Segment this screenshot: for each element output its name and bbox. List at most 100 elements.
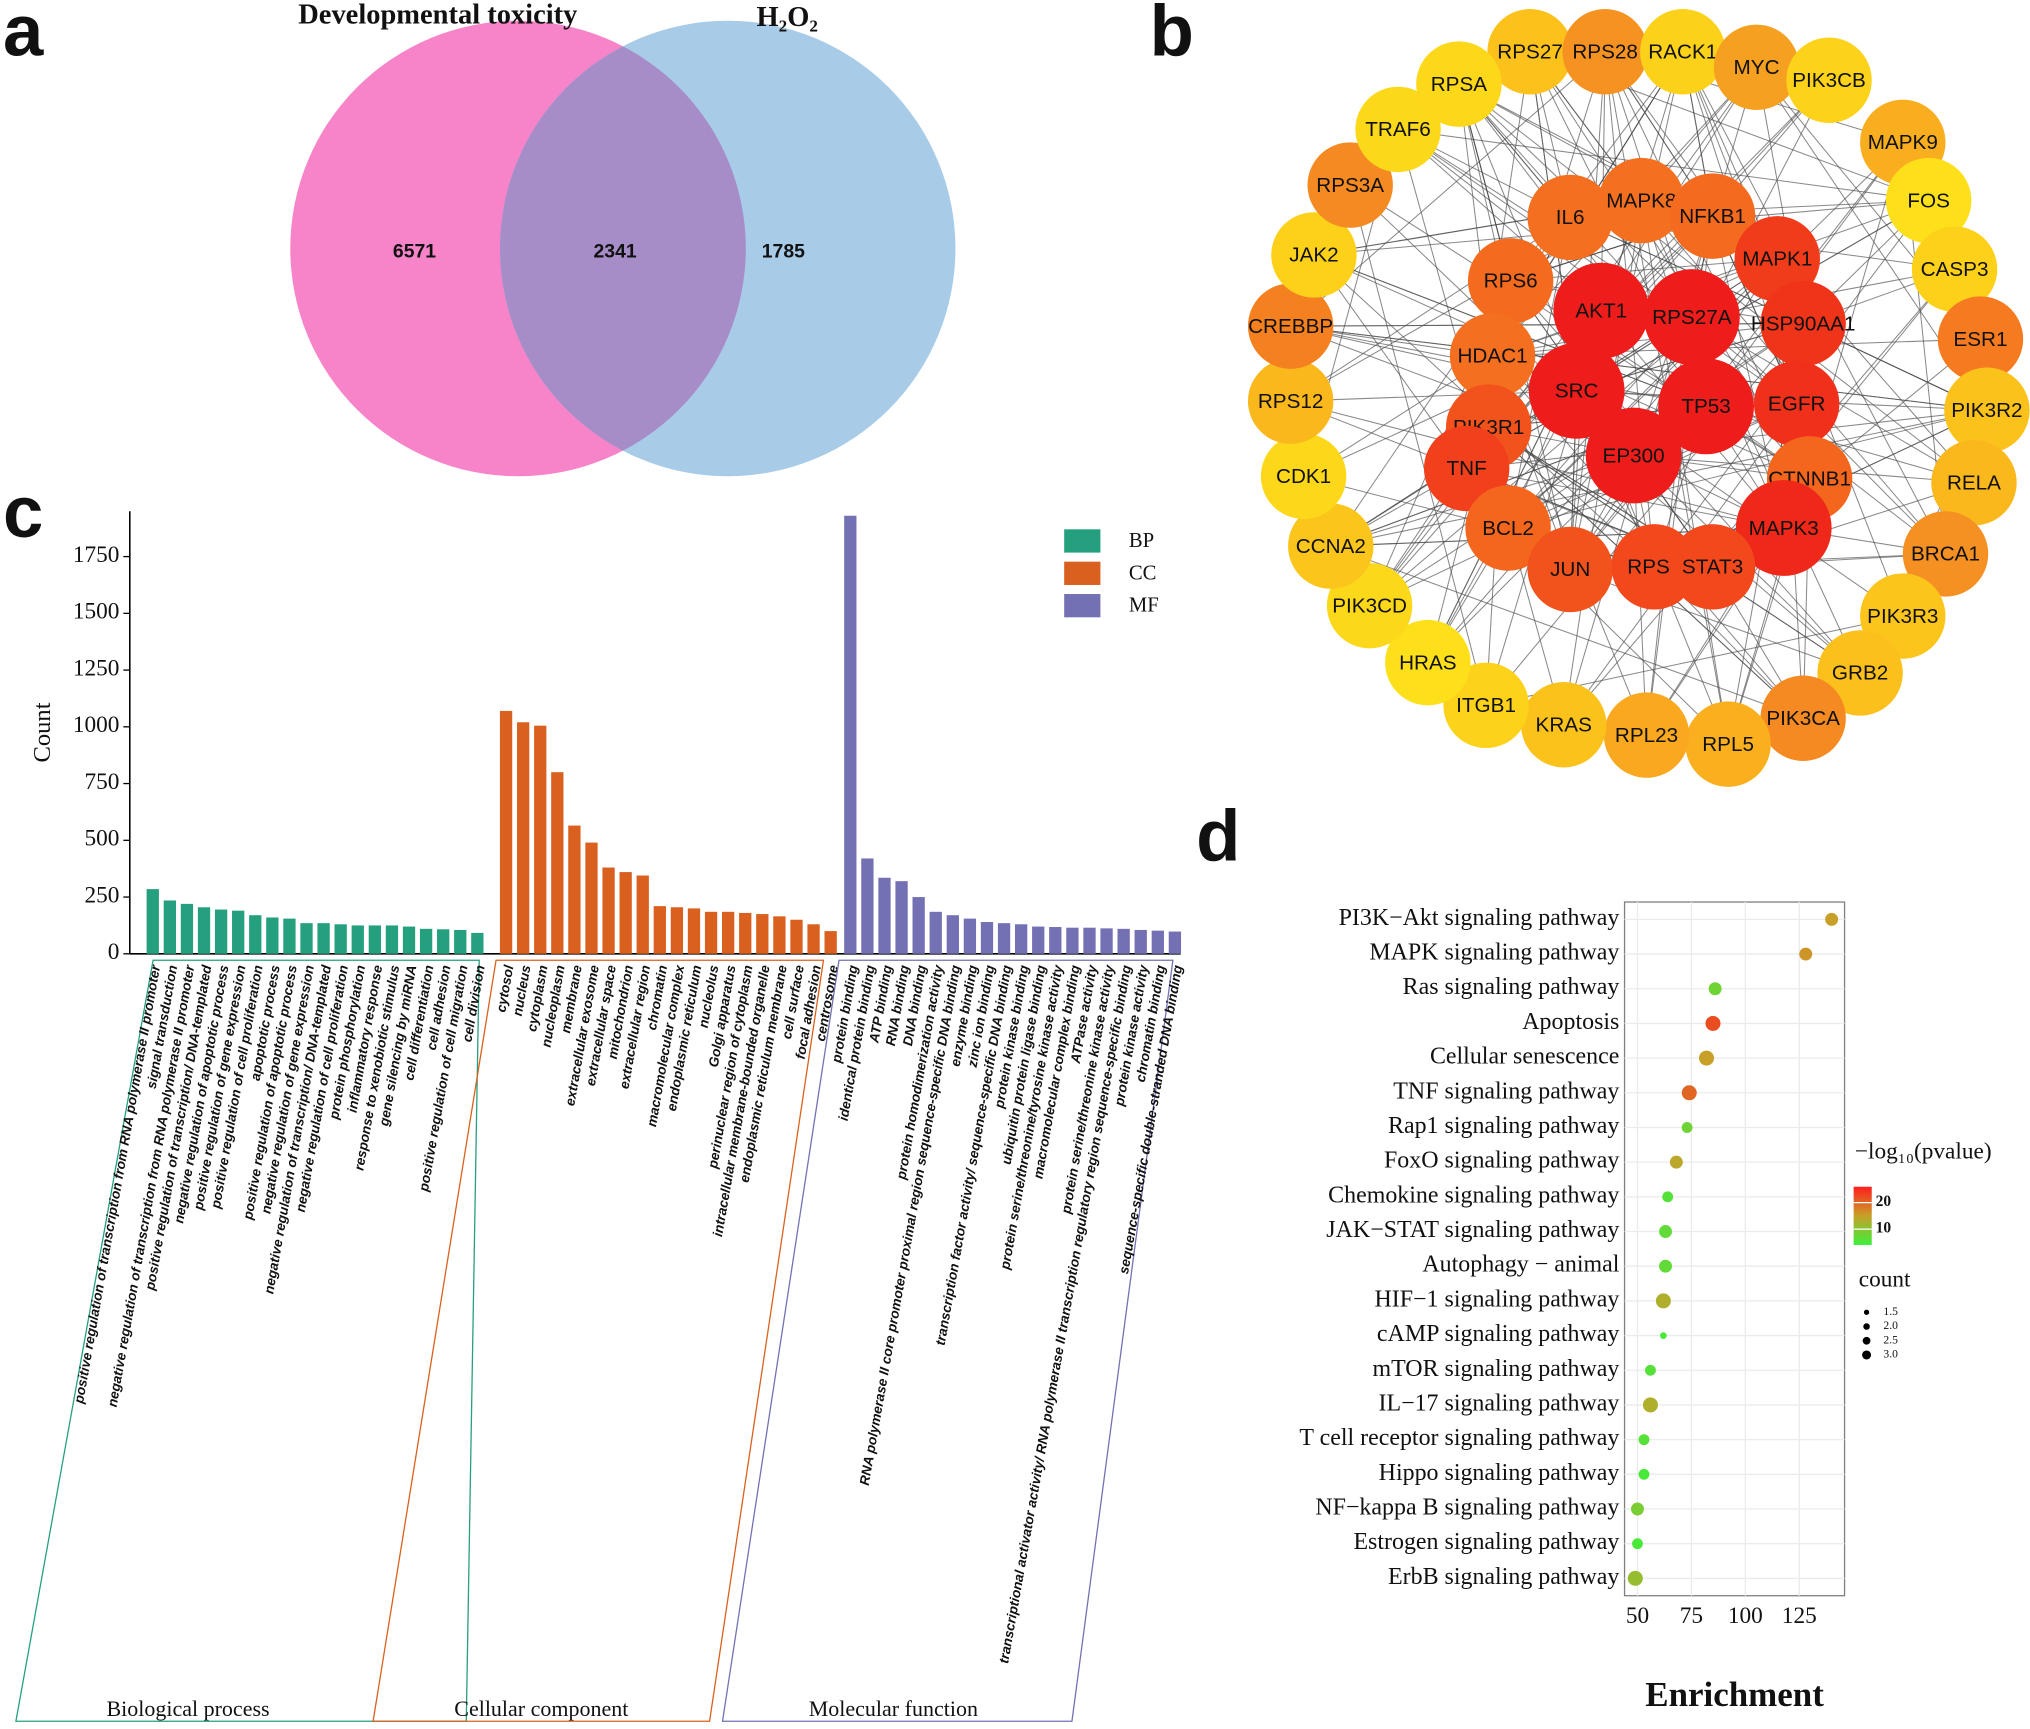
group-label: Biological process	[106, 1696, 269, 1721]
node	[1449, 313, 1536, 399]
colorbar-label: 10	[1876, 1220, 1892, 1237]
dot	[1660, 1332, 1667, 1339]
bar	[471, 932, 484, 954]
group-box	[721, 959, 1174, 1722]
legend-label: MF	[1129, 595, 1159, 617]
y-tick-label: cAMP signaling pathway	[1377, 1321, 1619, 1347]
region-count: 2341	[594, 240, 637, 262]
color-legend-title: −log₁₀(pvalue)	[1855, 1138, 1992, 1164]
bar	[756, 914, 769, 954]
node	[1885, 157, 1972, 244]
y-tick-label: IL−17 signaling pathway	[1378, 1390, 1619, 1416]
y-tick-label: ErbB signaling pathway	[1388, 1564, 1619, 1590]
bar	[619, 872, 632, 954]
y-tick-label: PI3K−Akt signaling pathway	[1339, 905, 1620, 931]
node-label: MYC	[1734, 56, 1780, 79]
y-tick-label: Cellular senescence	[1430, 1044, 1619, 1070]
dot	[1699, 1050, 1715, 1066]
bar	[790, 919, 803, 954]
node	[1247, 358, 1334, 444]
node	[1640, 9, 1726, 95]
size-label: 2.0	[1883, 1319, 1898, 1332]
node	[1527, 526, 1613, 613]
node	[1902, 511, 1989, 597]
node-label: BCL2	[1482, 517, 1534, 540]
node	[1355, 86, 1441, 173]
y-tick-label: NF−kappa B signaling pathway	[1315, 1494, 1619, 1520]
node-label: PIK3R3	[1867, 605, 1938, 628]
dot	[1681, 1085, 1697, 1101]
bar	[437, 929, 450, 954]
node	[1603, 692, 1690, 778]
bar	[687, 908, 701, 954]
overlap	[499, 20, 746, 477]
bar	[824, 931, 837, 954]
dot	[1638, 1434, 1650, 1446]
node	[1760, 280, 1846, 367]
bar	[214, 909, 228, 954]
panel-label: c	[3, 472, 43, 553]
node	[1385, 619, 1471, 706]
node-label: PIK3CD	[1332, 594, 1407, 617]
size-key	[1863, 1323, 1870, 1330]
bar	[146, 889, 159, 954]
edge	[1349, 184, 1487, 706]
dot	[1681, 1122, 1693, 1133]
bar	[878, 877, 891, 954]
bar	[1168, 931, 1182, 954]
y-tick-label: Estrogen signaling pathway	[1353, 1529, 1619, 1555]
node	[1260, 433, 1347, 519]
set-title: H₂O₂	[757, 2, 818, 33]
y-tick-label: 0	[108, 939, 120, 965]
y-tick-label: 1000	[73, 712, 120, 738]
bar	[1083, 927, 1096, 954]
bar	[1032, 926, 1045, 954]
bar	[368, 925, 381, 954]
node	[1760, 675, 1846, 761]
node-label: NFKB1	[1679, 205, 1746, 228]
edge	[1330, 545, 1804, 719]
bar	[334, 924, 347, 954]
x-tick-label: 50	[1626, 1603, 1649, 1629]
node-label: ESR1	[1953, 328, 2007, 351]
node-label: PIK3CB	[1792, 69, 1866, 92]
node	[1734, 216, 1820, 302]
legend-swatch	[1064, 561, 1101, 585]
node	[1931, 440, 2017, 526]
size-key	[1862, 1336, 1871, 1345]
legend-label: BP	[1129, 530, 1154, 552]
edge	[1492, 323, 1804, 357]
node	[1307, 142, 1393, 228]
dot	[1825, 912, 1839, 926]
group-label: Molecular function	[809, 1696, 978, 1721]
node	[1527, 174, 1613, 261]
size-legend-title: count	[1859, 1267, 1911, 1293]
dot	[1708, 982, 1722, 996]
bar	[419, 928, 433, 954]
node	[1553, 262, 1650, 359]
y-tick-label: FoxO signaling pathway	[1384, 1148, 1619, 1174]
x-tick-label: 75	[1680, 1603, 1703, 1629]
node-label: AKT1	[1575, 299, 1627, 322]
dot	[1659, 1225, 1673, 1238]
node-label: FOS	[1907, 189, 1950, 212]
y-tick-label: 500	[85, 826, 120, 852]
bar	[946, 915, 959, 954]
dot	[1632, 1538, 1643, 1550]
node-label: TRAF6	[1365, 118, 1431, 141]
node	[1669, 173, 1756, 259]
y-tick-label: TNF signaling pathway	[1393, 1078, 1619, 1104]
bar	[1015, 924, 1028, 954]
set-title: Developmental toxicity	[298, 0, 577, 30]
colorbar-label: 20	[1876, 1193, 1892, 1210]
node-label: HDAC1	[1457, 345, 1527, 368]
node-label: TP53	[1681, 395, 1730, 418]
y-tick-label: 750	[85, 769, 120, 795]
node-label: CCNA2	[1296, 535, 1366, 558]
x-tick-label: 100	[1728, 1603, 1763, 1629]
bar	[163, 900, 176, 954]
group-box	[372, 959, 825, 1722]
node	[1528, 342, 1625, 439]
node-label: ITGB1	[1456, 694, 1516, 717]
